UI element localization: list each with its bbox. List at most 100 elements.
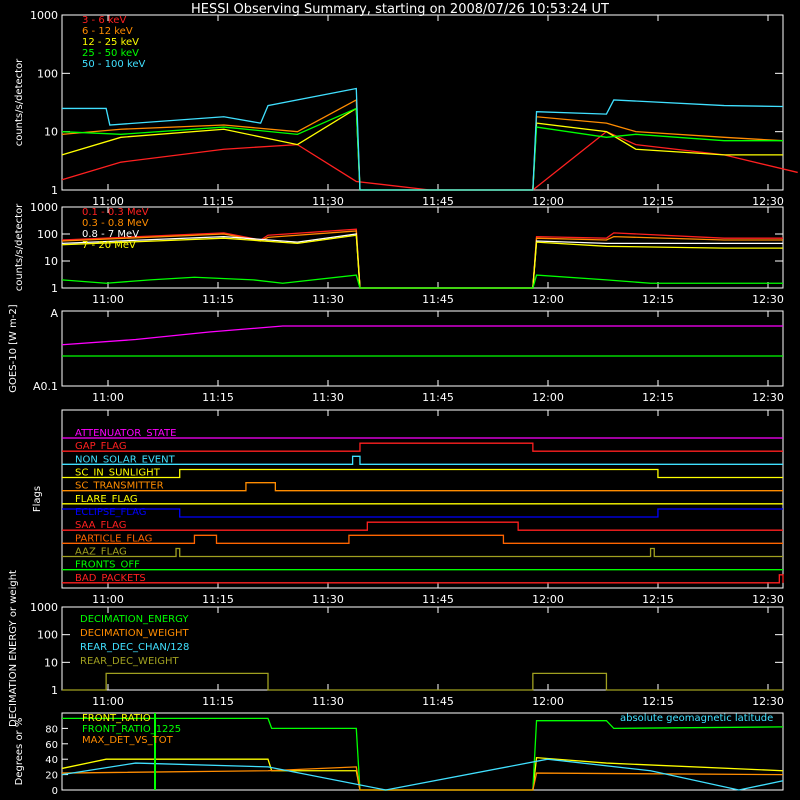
p1-legend-entry: 25 - 50 keV [82, 48, 139, 59]
rat-annotation: absolute geomagnetic latitude [620, 713, 773, 724]
p1-legend-entry: 3 - 6 keV [82, 15, 126, 26]
dec-weight-line [62, 672, 783, 691]
dec-ytick-label: 10 [44, 656, 58, 669]
flag-label: AAZ_FLAG [75, 547, 127, 558]
rat-legend-entry: FRONT_RATIO [82, 713, 151, 724]
p2-legend-entry: 0.3 - 0.8 MeV [82, 218, 149, 229]
dec-xtick-label: 11:45 [422, 695, 454, 708]
p1-ytick-label: 1000 [30, 9, 58, 22]
p1-ytick-label: 10 [44, 126, 58, 139]
p2-legend-entry: 7 - 20 MeV [82, 240, 136, 251]
dec-xtick-label: 12:00 [532, 695, 564, 708]
flags-xtick-label: 11:00 [92, 593, 124, 606]
p1-ytick-label: 100 [37, 67, 58, 80]
p3-xtick-label: 11:15 [202, 391, 234, 404]
dec-legend-entry: DECIMATION_ENERGY [80, 614, 189, 625]
flags-frame [61, 409, 784, 589]
rat-series-line [61, 758, 784, 791]
flag-label: ECLIPSE_FLAG [75, 507, 146, 518]
p3-ytick-label: A0.1 [33, 380, 58, 393]
rat-ytick-label: 60 [45, 740, 58, 751]
flag-label: BAD_PACKETS [75, 573, 146, 584]
chart-title: HESSI Observing Summary, starting on 200… [191, 2, 609, 17]
rat-ytick-label: 80 [45, 724, 58, 735]
dec-ytick-label: 1 [51, 684, 58, 697]
flag-line [62, 521, 783, 531]
flag-label: ATTENUATOR_STATE [75, 428, 176, 439]
rat-ylabel: Degrees or % [14, 718, 25, 786]
p2-ytick-label: 1 [51, 282, 58, 295]
p3-xtick-label: 12:00 [532, 391, 564, 404]
flag-label: SC_IN_SUNLIGHT [75, 468, 161, 479]
dec-ytick-label: 1000 [30, 601, 58, 614]
p3-ytick-label: A [50, 307, 58, 320]
flags-xtick-label: 12:30 [752, 593, 784, 606]
p2-legend-entry: 0.1 - 0.3 MeV [82, 207, 149, 218]
dec-ytick-label: 100 [37, 629, 58, 642]
flag-line [62, 442, 783, 452]
p2-series-line [61, 274, 783, 289]
flag-line [62, 534, 783, 544]
p2-xtick-label: 12:30 [752, 293, 784, 306]
p2-xtick-label: 11:45 [422, 293, 454, 306]
flag-line [62, 482, 783, 492]
p1-xtick-label: 11:30 [312, 195, 344, 208]
flag-line [62, 455, 783, 465]
p2-xtick-label: 11:15 [202, 293, 234, 306]
flag-line [62, 468, 783, 479]
p2-series-line [61, 233, 783, 289]
p1-series-line [61, 130, 798, 191]
flag-label: NON_SOLAR_EVENT [75, 454, 176, 465]
p3-series-line [61, 325, 783, 346]
flag-line [62, 508, 783, 518]
flags-xtick-label: 11:30 [312, 593, 344, 606]
p3-xtick-label: 11:30 [312, 391, 344, 404]
rat-legend-entry: FRONT_RATIO_1225 [82, 724, 181, 735]
flags-ylabel: Flags [32, 486, 43, 512]
p2-xtick-label: 11:00 [92, 293, 124, 306]
p1-xtick-label: 12:30 [752, 195, 784, 208]
p1-xtick-label: 11:15 [202, 195, 234, 208]
p3-ylabel: GOES-10 [W m-2] [8, 304, 19, 392]
p1-xtick-label: 11:00 [92, 195, 124, 208]
p3-xtick-label: 12:15 [642, 391, 674, 404]
dec-ylabel: DECIMATION ENERGY or weight [8, 570, 19, 727]
p1-ytick-label: 1 [51, 184, 58, 197]
p1-legend-entry: 50 - 100 keV [82, 59, 146, 70]
flag-label: SAA_FLAG [75, 520, 126, 531]
p1-series-line [62, 87, 784, 191]
rat-legend-entry: MAX_DET_VS_TOT [82, 735, 174, 746]
p3-xtick-label: 12:30 [752, 391, 784, 404]
p1-ylabel: counts/s/detector [14, 58, 25, 146]
p2-ytick-label: 100 [37, 228, 58, 241]
rat-ytick-label: 40 [45, 755, 58, 766]
dec-xtick-label: 11:30 [312, 695, 344, 708]
flag-line [62, 547, 783, 558]
flag-label: GAP_FLAG [75, 441, 127, 452]
p1-series-line [61, 98, 784, 191]
flag-label: PARTICLE_FLAG [75, 533, 152, 544]
dec-legend-entry: REAR_DEC_WEIGHT [80, 656, 179, 667]
p2-ytick-label: 1000 [30, 201, 58, 214]
p3-xtick-label: 11:45 [422, 391, 454, 404]
p2-ytick-label: 10 [44, 255, 58, 268]
p1-legend-entry: 6 - 12 keV [82, 26, 133, 37]
p1-legend-entry: 12 - 25 keV [82, 37, 139, 48]
rat-series-line [61, 766, 784, 791]
p3-xtick-label: 11:00 [92, 391, 124, 404]
dec-legend-entry: DECIMATION_WEIGHT [80, 628, 189, 639]
flag-label: FLARE_FLAG [75, 494, 138, 505]
p1-xtick-label: 12:00 [532, 195, 564, 208]
flags-xtick-label: 11:45 [422, 593, 454, 606]
p1-xtick-label: 11:45 [422, 195, 454, 208]
flag-label: SC_TRANSMITTER [75, 481, 164, 492]
p2-ylabel: counts/s/detector [14, 203, 25, 291]
p1-xtick-label: 12:15 [642, 195, 674, 208]
p2-xtick-label: 11:30 [312, 293, 344, 306]
rat-ytick-label: 20 [45, 771, 58, 782]
flags-xtick-label: 12:00 [532, 593, 564, 606]
dec-xtick-label: 12:30 [752, 695, 784, 708]
flags-xtick-label: 12:15 [642, 593, 674, 606]
